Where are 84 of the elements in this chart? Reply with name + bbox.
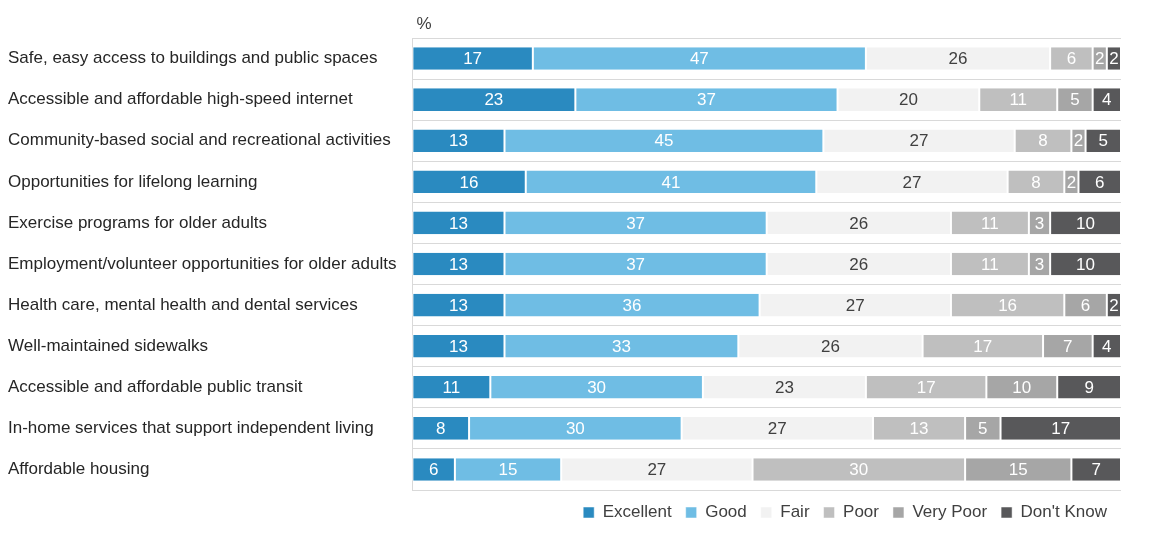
data-label: 23: [774, 377, 794, 397]
data-label: 27: [767, 419, 787, 439]
data-label: 2: [1109, 49, 1119, 69]
data-label: 27: [845, 295, 865, 315]
data-label: 6: [1066, 49, 1077, 69]
data-label: 2: [1066, 172, 1077, 192]
legend-label: Very Poor: [912, 502, 988, 522]
data-label: 13: [448, 254, 468, 274]
data-label: 11: [442, 377, 461, 397]
data-label: 9: [1084, 377, 1094, 397]
y-tick-label: Health care, mental health and dental services: [8, 294, 358, 314]
data-label: 11: [981, 213, 999, 233]
data-label: 26: [821, 336, 840, 356]
data-label: 16: [459, 172, 479, 192]
data-label: 10: [1012, 377, 1032, 397]
data-label: 15: [1008, 460, 1028, 480]
data-label: 16: [998, 295, 1018, 315]
data-label: 33: [611, 336, 631, 356]
y-tick-label: Well-maintained sidewalks: [8, 335, 208, 355]
data-label: 5: [1098, 131, 1109, 151]
data-label: 3: [1034, 254, 1045, 274]
y-tick-label: Exercise programs for older adults: [8, 212, 267, 232]
data-label: 23: [484, 90, 504, 110]
data-label: 37: [626, 254, 646, 274]
data-label: 13: [448, 131, 468, 151]
y-tick-label: Accessible and affordable public transit: [8, 376, 303, 396]
data-label: 6: [1095, 172, 1105, 192]
data-label: 6: [1080, 295, 1091, 315]
data-label: 45: [654, 131, 674, 151]
data-label: 30: [587, 377, 607, 397]
data-label: 2: [1109, 295, 1119, 315]
data-label: 37: [626, 213, 646, 233]
legend-label: Fair: [780, 502, 810, 522]
data-label: 5: [978, 419, 988, 439]
data-label: 13: [909, 419, 929, 439]
data-label: 2: [1095, 49, 1105, 69]
data-label: 27: [647, 460, 667, 480]
chart-title: %: [416, 13, 432, 33]
data-label: 3: [1034, 213, 1045, 233]
data-label: 20: [898, 90, 918, 110]
data-label: 17: [1051, 419, 1071, 439]
legend-label: Poor: [843, 502, 880, 522]
data-label: 27: [909, 131, 929, 151]
data-label: 11: [1009, 90, 1028, 110]
legend-label: Good: [705, 502, 747, 522]
data-label: 8: [435, 419, 446, 439]
data-label: 7: [1091, 460, 1101, 480]
data-label: 6: [428, 460, 439, 480]
legend-label: Don't Know: [1020, 502, 1108, 522]
data-label: 15: [498, 460, 518, 480]
y-tick-label: In-home services that support independent living: [8, 418, 374, 438]
data-label: 36: [622, 295, 642, 315]
data-label: 5: [1070, 90, 1080, 110]
data-label: 8: [1031, 172, 1041, 192]
y-tick-label: Safe, easy access to buildings and public spaces: [8, 48, 378, 68]
data-label: 4: [1102, 90, 1112, 110]
data-label: 4: [1102, 336, 1112, 356]
data-label: 37: [696, 90, 716, 110]
legend-label: Excellent: [602, 502, 672, 522]
data-label: 41: [661, 172, 681, 192]
data-label: 17: [916, 377, 936, 397]
data-label: 7: [1063, 336, 1073, 356]
data-label: 10: [1076, 213, 1096, 233]
data-label: 8: [1038, 131, 1048, 151]
data-label: 30: [849, 460, 869, 480]
y-tick-label: Employment/volunteer opportunities for older adults: [8, 253, 397, 273]
data-label: 13: [448, 213, 468, 233]
data-label: 11: [981, 254, 999, 274]
y-tick-label: Opportunities for lifelong learning: [8, 171, 258, 191]
y-tick-label: Community-based social and recreational activities: [8, 130, 391, 150]
data-label: 17: [973, 336, 993, 356]
data-label: 2: [1073, 131, 1084, 151]
data-label: 30: [565, 419, 585, 439]
y-tick-label: Accessible and affordable high-speed internet: [8, 89, 353, 109]
data-label: 26: [849, 254, 869, 274]
data-label: 26: [849, 213, 869, 233]
data-label: 13: [448, 336, 468, 356]
data-label: 13: [448, 295, 468, 315]
data-label: 10: [1076, 254, 1096, 274]
data-label: 47: [689, 49, 709, 69]
data-label: 17: [463, 49, 483, 69]
data-label: 26: [948, 49, 968, 69]
y-tick-label: Affordable housing: [8, 459, 150, 479]
data-label: 27: [902, 172, 922, 192]
